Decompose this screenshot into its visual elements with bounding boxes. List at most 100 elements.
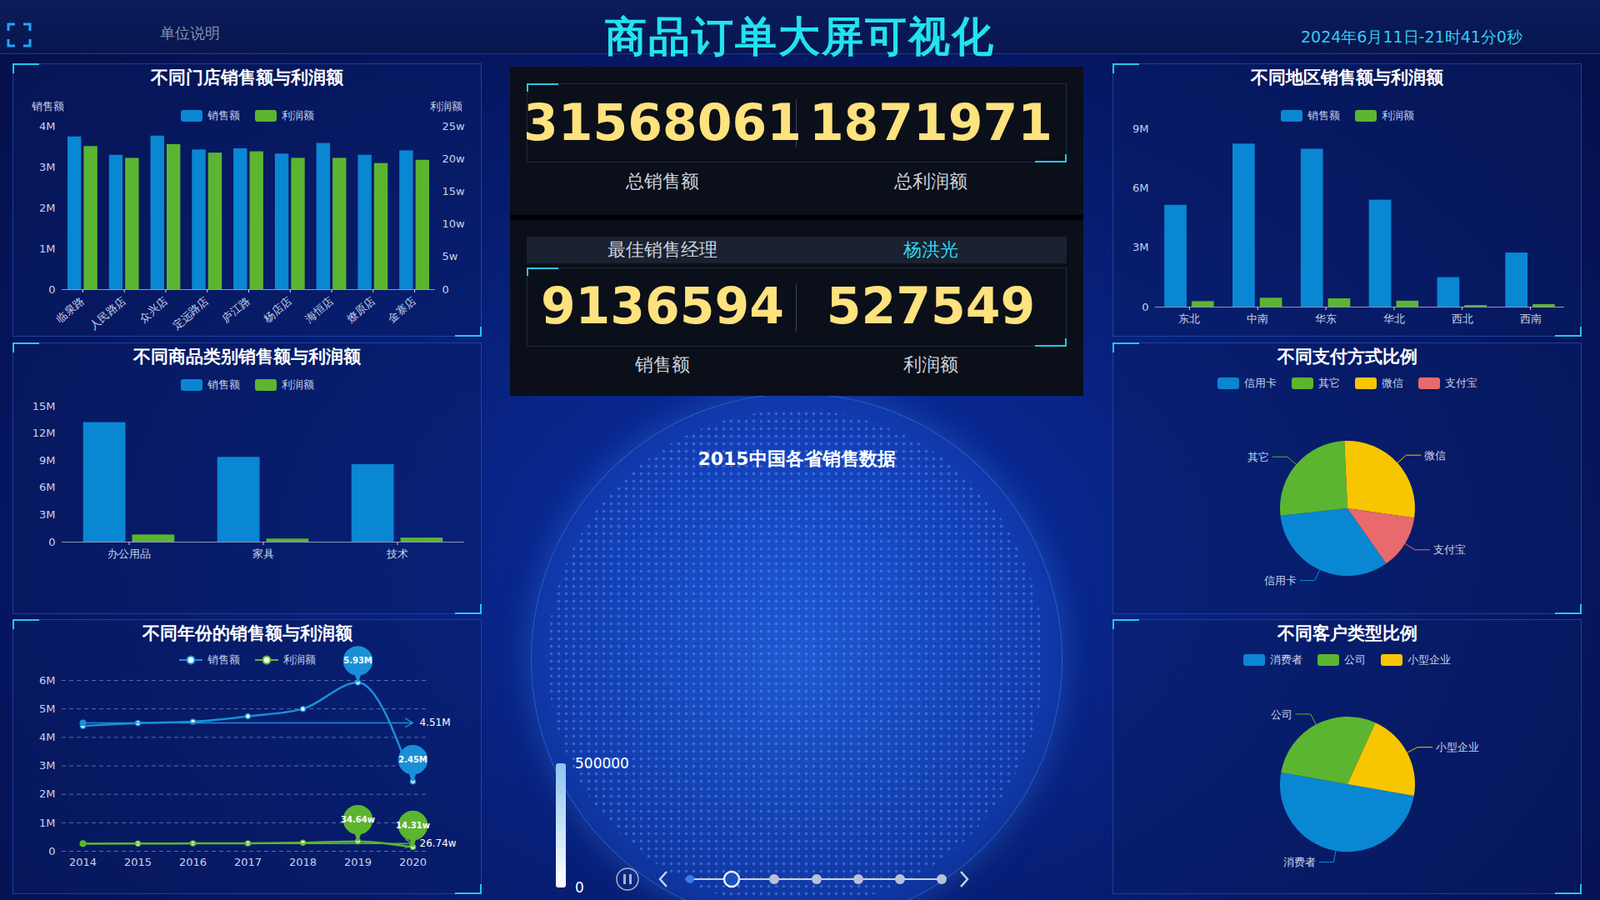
html-text:销售额: 销售额: [207, 109, 240, 122]
svg-text:众兴店: 众兴店: [136, 295, 170, 326]
svg-text:微信: 微信: [1424, 449, 1446, 462]
svg-text:东北: 东北: [1178, 312, 1200, 325]
svg-text:2014: 2014: [69, 855, 97, 869]
svg-text:6M: 6M: [1132, 181, 1150, 195]
svg-text:25w: 25w: [442, 120, 466, 133]
svg-text:燎原店: 燎原店: [344, 295, 378, 326]
svg-text:1M: 1M: [39, 815, 56, 829]
svg-text:1M: 1M: [39, 242, 56, 255]
svg-text:6M: 6M: [39, 674, 56, 687]
svg-text:庐江路: 庐江路: [220, 295, 254, 326]
svg-text:5.93M: 5.93M: [343, 655, 373, 665]
html-text:销售额: 销售额: [635, 354, 690, 375]
svg-text:2019: 2019: [344, 855, 372, 869]
svg-text:2.45M: 2.45M: [398, 755, 428, 765]
svg-text:9M: 9M: [39, 454, 56, 467]
html-text:利润额: 利润额: [903, 354, 959, 375]
svg-text:2015: 2015: [124, 855, 152, 869]
html-text:最佳销售经理: 最佳销售经理: [607, 239, 718, 260]
svg-text:15w: 15w: [442, 185, 466, 198]
svg-text:技术: 技术: [385, 547, 409, 560]
svg-text:2017: 2017: [234, 855, 262, 869]
html-text:527549: 527549: [826, 276, 1036, 335]
html-text:商品订单大屏可视化: 商品订单大屏可视化: [605, 12, 995, 61]
svg-text:3M: 3M: [39, 508, 56, 521]
html-text:利润额: 利润额: [282, 653, 316, 666]
html-text:500000: 500000: [575, 755, 630, 772]
svg-text:0: 0: [442, 283, 450, 296]
svg-text:3M: 3M: [1132, 240, 1150, 254]
svg-text:3M: 3M: [39, 160, 56, 174]
html-text:其它: 其它: [1317, 376, 1340, 390]
svg-text:0: 0: [48, 283, 55, 296]
svg-text:15M: 15M: [32, 400, 56, 413]
html-text:不同地区销售额与利润额: 不同地区销售额与利润额: [1250, 67, 1444, 88]
svg-text:定远路店: 定远路店: [170, 295, 211, 333]
svg-text:0: 0: [48, 535, 55, 549]
html-text:销售额: 销售额: [207, 653, 240, 666]
html-text:销售额: 销售额: [207, 378, 240, 391]
svg-text:华北: 华北: [1383, 312, 1405, 325]
svg-text:34.64w: 34.64w: [340, 815, 375, 825]
html-text:销售额: 销售额: [1307, 109, 1340, 122]
svg-text:0: 0: [48, 845, 55, 858]
svg-text:支付宝: 支付宝: [1433, 543, 1466, 556]
html-text:总利润额: 总利润额: [894, 170, 968, 192]
svg-text:西北: 西北: [1451, 312, 1474, 325]
html-text:9136594: 9136594: [540, 276, 785, 335]
svg-text:3M: 3M: [39, 759, 56, 772]
svg-text:小型企业: 小型企业: [1435, 740, 1480, 754]
svg-text:10w: 10w: [442, 217, 466, 230]
html-text:杨洪光: 杨洪光: [903, 239, 959, 260]
html-text:支付宝: 支付宝: [1444, 376, 1478, 390]
html-text:微信: 微信: [1381, 376, 1403, 390]
svg-text:中南: 中南: [1246, 312, 1269, 325]
svg-text:5M: 5M: [39, 702, 56, 715]
svg-text:公司: 公司: [1270, 708, 1293, 721]
svg-text:6M: 6M: [39, 480, 56, 494]
html-text:2015中国各省销售数据: 2015中国各省销售数据: [697, 448, 896, 470]
svg-text:2020: 2020: [399, 855, 427, 869]
html-text:2024年6月11日-21时41分0秒: 2024年6月11日-21时41分0秒: [1300, 27, 1523, 46]
html-text:利润额: 利润额: [1381, 109, 1414, 122]
svg-text:4M: 4M: [39, 120, 56, 133]
html-text:销售额: 销售额: [31, 100, 65, 113]
html-text:信用卡: 信用卡: [1243, 376, 1277, 390]
svg-text:临泉路: 临泉路: [53, 295, 87, 326]
html-text:31568061 1871971: 31568061 1871971: [523, 93, 1053, 152]
html-text:单位说明: 单位说明: [160, 24, 220, 42]
svg-text:12M: 12M: [32, 426, 56, 440]
svg-text:2018: 2018: [289, 855, 317, 869]
html-text:利润额: 利润额: [281, 109, 314, 122]
svg-text:2016: 2016: [179, 855, 207, 869]
svg-text:0: 0: [1141, 300, 1149, 314]
svg-text:2M: 2M: [39, 787, 56, 800]
svg-text:华东: 华东: [1315, 312, 1337, 325]
svg-text:信用卡: 信用卡: [1264, 574, 1297, 587]
html-text:不同门店销售额与利润额: 不同门店销售额与利润额: [150, 67, 344, 88]
svg-text:2M: 2M: [39, 201, 56, 215]
svg-text:5w: 5w: [442, 250, 459, 263]
svg-text:杨店店: 杨店店: [260, 295, 295, 326]
svg-text:14.31w: 14.31w: [395, 820, 430, 830]
svg-text:消费者: 消费者: [1283, 855, 1316, 869]
svg-text:办公用品: 办公用品: [107, 547, 151, 560]
html-text:总销售额: 总销售额: [625, 170, 700, 192]
svg-text:4M: 4M: [39, 730, 56, 744]
html-text:利润额: 利润额: [430, 100, 463, 113]
svg-text:其它: 其它: [1247, 450, 1270, 464]
svg-text:金寨店: 金寨店: [385, 295, 420, 326]
html-text:利润额: 利润额: [281, 378, 314, 391]
html-text:不同商品类别销售额与利润额: 不同商品类别销售额与利润额: [133, 346, 361, 367]
svg-text:家具: 家具: [252, 547, 275, 560]
html-text:不同年份的销售额与利润额: 不同年份的销售额与利润额: [142, 623, 353, 644]
svg-text:20w: 20w: [442, 152, 466, 165]
html-text:不同支付方式比例: 不同支付方式比例: [1277, 346, 1418, 367]
svg-text:人民路店: 人民路店: [86, 295, 128, 333]
svg-text:4.51M: 4.51M: [420, 716, 451, 729]
svg-text:26.74w: 26.74w: [420, 837, 457, 850]
svg-text:9M: 9M: [1132, 122, 1150, 135]
svg-text:海恒店: 海恒店: [302, 295, 336, 326]
svg-text:西南: 西南: [1520, 312, 1542, 325]
html-text:不同客户类型比例: 不同客户类型比例: [1277, 623, 1418, 644]
